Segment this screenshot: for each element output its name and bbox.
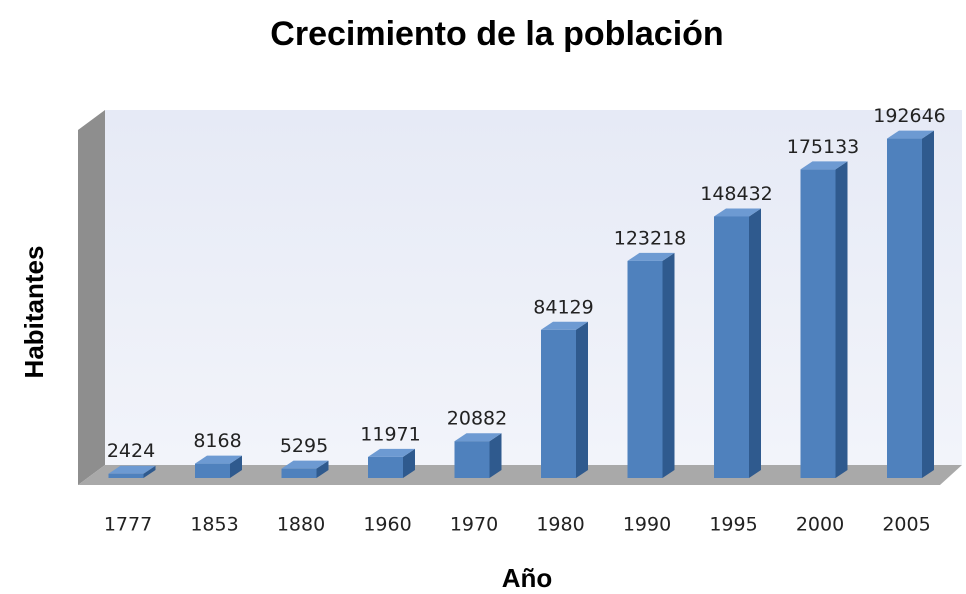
bar-side [576, 321, 588, 478]
bar-top [627, 252, 675, 261]
bar [454, 441, 490, 478]
bar-top [454, 433, 502, 442]
x-tick-label: 1960 [363, 514, 411, 536]
bar [627, 260, 663, 478]
data-label: 8168 [193, 430, 241, 452]
bar-side [316, 460, 329, 478]
x-tick-label: 1970 [450, 514, 498, 536]
x-tick-label: 2000 [796, 514, 844, 536]
bar-top [368, 448, 415, 457]
bar-side [662, 252, 675, 478]
bar-side [489, 433, 502, 478]
data-label: 148432 [700, 183, 773, 205]
bar-top [887, 130, 934, 139]
bar [714, 216, 749, 478]
x-axis-label: Año [502, 563, 553, 593]
data-label: 175133 [787, 136, 860, 158]
x-tick-label: 1880 [277, 514, 325, 536]
bar [800, 169, 836, 479]
y-axis-label: Habitantes [19, 246, 49, 379]
side-wall [78, 110, 105, 485]
bar-top [714, 208, 761, 217]
bar-side [403, 448, 415, 478]
data-label: 123218 [614, 227, 687, 249]
bar [281, 468, 317, 478]
bar-side [835, 161, 848, 479]
data-label: 192646 [873, 105, 946, 127]
x-tick-label: 1777 [104, 514, 152, 536]
bar [195, 463, 230, 478]
bar-top [281, 460, 329, 469]
x-tick-label: 2005 [882, 514, 930, 536]
bar-top [800, 161, 848, 170]
bar [887, 138, 922, 478]
bar [108, 473, 144, 478]
data-label: 20882 [447, 408, 507, 430]
x-tick-label: 1980 [536, 514, 584, 536]
x-tick-label: 1995 [709, 514, 757, 536]
data-label: 84129 [533, 296, 593, 318]
x-tick-label: 1853 [190, 514, 238, 536]
bar-side [922, 130, 934, 478]
bar-top [108, 465, 156, 474]
chart-title: Crecimiento de la población [270, 15, 723, 53]
x-tick-label: 1990 [623, 514, 671, 536]
bar [541, 329, 576, 478]
bar-side [230, 455, 242, 478]
bar-top [195, 455, 242, 464]
bar [368, 456, 403, 478]
bar-side [749, 208, 761, 478]
bar-side [143, 465, 156, 478]
data-label: 2424 [107, 440, 155, 462]
data-label: 11971 [360, 423, 420, 445]
data-label: 5295 [280, 435, 328, 457]
bar-top [541, 321, 588, 330]
